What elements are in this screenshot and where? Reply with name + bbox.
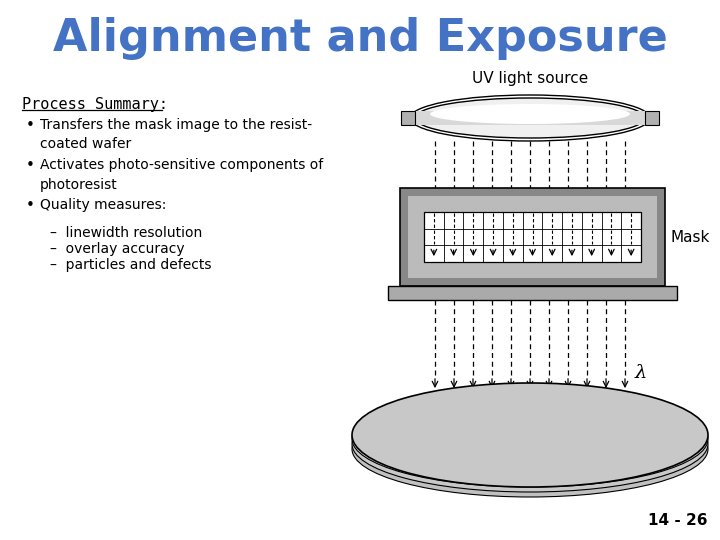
Bar [408,196,657,278]
Bar [424,212,641,262]
Text: UV light source: UV light source [472,71,588,85]
Ellipse shape [430,104,630,124]
Text: Process Summary:: Process Summary: [22,97,168,112]
Bar [645,111,659,125]
Text: –  overlay accuracy: – overlay accuracy [50,242,184,256]
Text: Resist: Resist [503,438,557,456]
Text: –  linewidth resolution: – linewidth resolution [50,226,202,240]
Bar [401,111,415,125]
Text: 14 - 26: 14 - 26 [649,513,708,528]
Text: λ: λ [635,364,647,382]
Ellipse shape [415,98,645,138]
Bar [415,111,645,125]
Text: Quality measures:: Quality measures: [40,198,166,212]
Text: Alignment and Exposure: Alignment and Exposure [53,17,667,59]
Text: •: • [26,118,35,133]
Ellipse shape [352,391,708,487]
Bar [400,188,665,286]
Text: •: • [26,158,35,173]
Text: Mask: Mask [671,230,711,245]
Text: Activates photo-sensitive components of
photoresist: Activates photo-sensitive components of … [40,158,323,192]
Ellipse shape [352,401,708,497]
Ellipse shape [352,396,708,492]
Ellipse shape [352,383,708,487]
Bar [388,286,677,300]
Text: –  particles and defects: – particles and defects [50,258,212,272]
Text: •: • [26,198,35,213]
Text: Transfers the mask image to the resist-
coated wafer: Transfers the mask image to the resist- … [40,118,312,152]
